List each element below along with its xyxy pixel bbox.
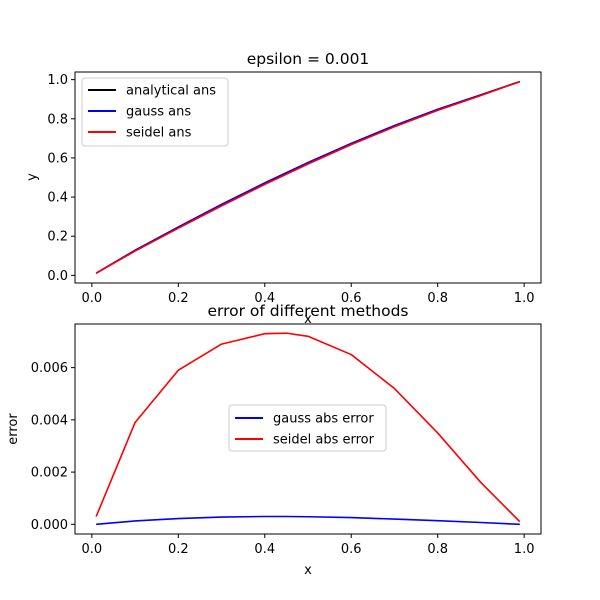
y-tick-label: 0.6 [47,151,68,166]
plot-frame [74,71,542,284]
x-tick-label: 0.2 [168,291,189,306]
y-tick-label: 0.0 [47,269,68,284]
x-tick-label: 0.0 [82,291,103,306]
chart-title: epsilon = 0.001 [247,50,370,68]
y-tick-label: 0.002 [31,466,68,481]
legend-box [228,404,387,452]
legend-label: seidel abs error [273,433,375,448]
x-tick-label: 0.4 [254,542,275,557]
x-tick-label: 0.6 [341,291,362,306]
x-tick-label: 0.2 [168,542,189,557]
tick-group: 0.0 0.2 0.4 0.6 0.8 1.0 0.0 0.2 0.4 0.6 0.8 1.0 [47,73,534,306]
legend-label: analytical ans [126,84,216,99]
x-tick-label: 0.6 [341,542,362,557]
y-axis-label: error [6,413,21,445]
legend: gauss abs error seidel abs error [228,404,387,452]
y-tick-label: 1.0 [47,73,68,88]
y-tick-label: 0.006 [31,361,68,376]
legend-label: gauss ans [126,105,191,120]
x-tick-label: 0.0 [82,542,103,557]
chart-error: error of different methods 0.0 0.2 0.4 0.6 0… [6,302,542,578]
x-tick-label: 1.0 [514,542,535,557]
tick-group: 0.0 0.2 0.4 0.6 0.8 1.0 0.000 0.002 0.004 0.006 [31,361,535,557]
series-line [95,80,521,274]
x-tick-label: 0.8 [427,542,448,557]
y-tick-label: 0.000 [31,518,68,533]
legend: analytical ans gauss ans seidel ans [81,77,229,147]
legend-box [81,77,229,147]
x-axis-label: x [304,563,312,578]
y-tick-label: 0.4 [47,191,68,206]
series-line [95,332,521,523]
plot-frame [74,323,542,535]
y-axis-label: y [25,173,40,181]
legend-label: seidel ans [126,126,192,141]
series-group [95,332,521,526]
series-line [95,80,521,274]
series-line [96,515,520,526]
y-tick-label: 0.8 [47,112,68,127]
x-tick-label: 0.4 [254,291,275,306]
x-tick-label: 1.0 [514,291,535,306]
chart-solution: epsilon = 0.001 0.0 0.2 0.4 0.6 0.8 1.0 0.0 0.2… [25,50,542,327]
y-tick-label: 0.004 [31,413,68,428]
x-axis-label: x [304,312,312,327]
x-tick-label: 0.8 [427,291,448,306]
series-group [95,80,521,274]
chart-title: error of different methods [207,302,408,320]
legend-label: gauss abs error [273,412,374,427]
y-tick-label: 0.2 [47,230,68,245]
